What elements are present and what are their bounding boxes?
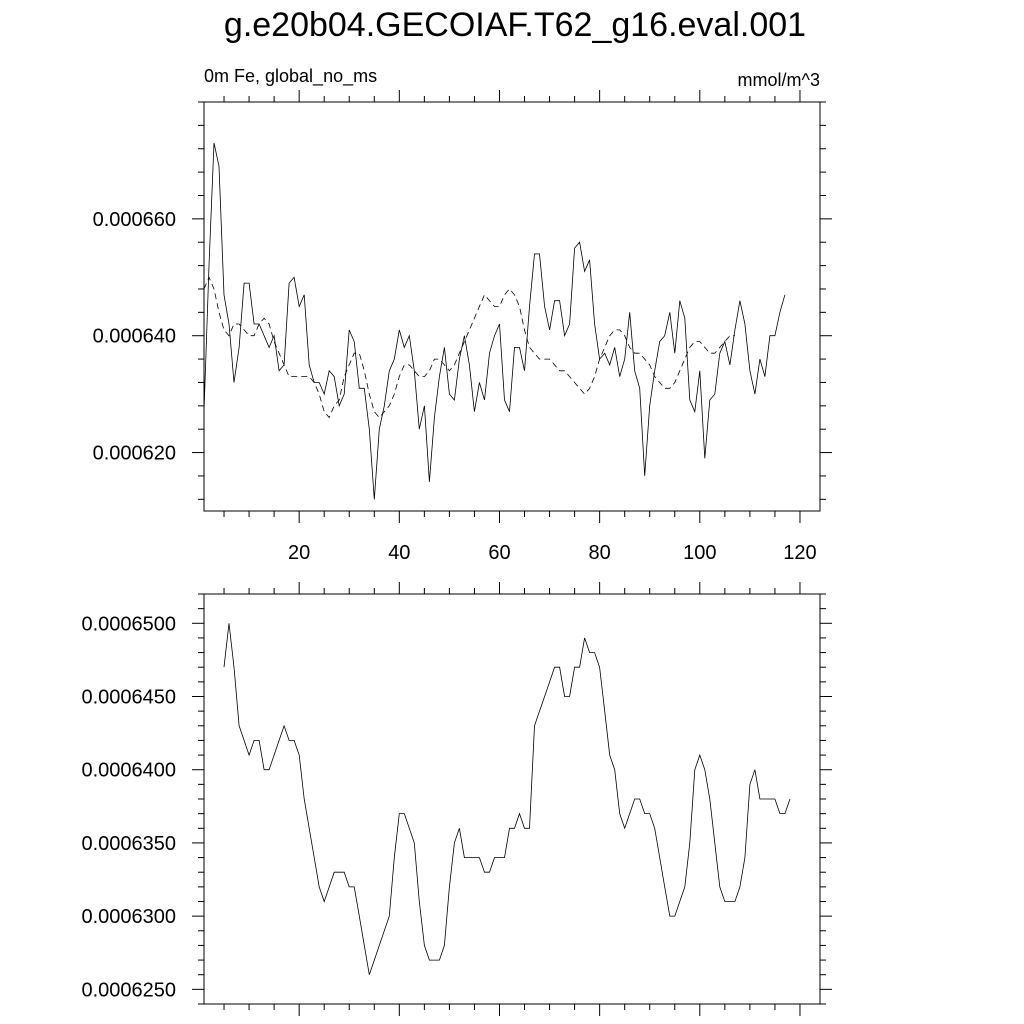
y-tick-label: 0.0006250	[81, 979, 176, 1001]
x-tick-label: 60	[488, 542, 510, 564]
x-tick-label: 120	[783, 542, 816, 564]
bottom-panel: 0.0006250 0.0006300 0.0006350 0.0006400 0.00…	[81, 582, 832, 1016]
units-label: mmol/m^3	[737, 70, 820, 90]
plot-frame	[203, 593, 821, 1005]
series-line	[203, 142, 786, 500]
top-panel: 20 40 60 80 100 120 0.000620 0.000640 0.000660	[93, 90, 832, 564]
smoothed-series-line	[203, 276, 735, 419]
y-tick-label: 0.000640	[93, 326, 176, 348]
y-tick-label: 0.000620	[93, 443, 176, 465]
y-tick-label: 0.000660	[93, 209, 176, 231]
y-tick-label: 0.0006400	[81, 760, 176, 782]
series-line	[223, 623, 791, 975]
chart-title: g.e20b04.GECOIAF.T62_g16.eval.001	[223, 6, 807, 44]
plot-frame	[203, 101, 821, 512]
x-tick-label: 20	[288, 542, 310, 564]
y-tick-label: 0.0006500	[81, 613, 176, 635]
y-tick-label: 0.0006350	[81, 833, 176, 855]
x-tick-label: 80	[589, 542, 611, 564]
x-tick-label: 100	[683, 542, 716, 564]
y-tick-label: 0.0006300	[81, 906, 176, 928]
y-tick-label: 0.0006450	[81, 687, 176, 709]
x-tick-label: 40	[388, 542, 410, 564]
variable-label: 0m Fe, global_no_ms	[204, 66, 378, 86]
